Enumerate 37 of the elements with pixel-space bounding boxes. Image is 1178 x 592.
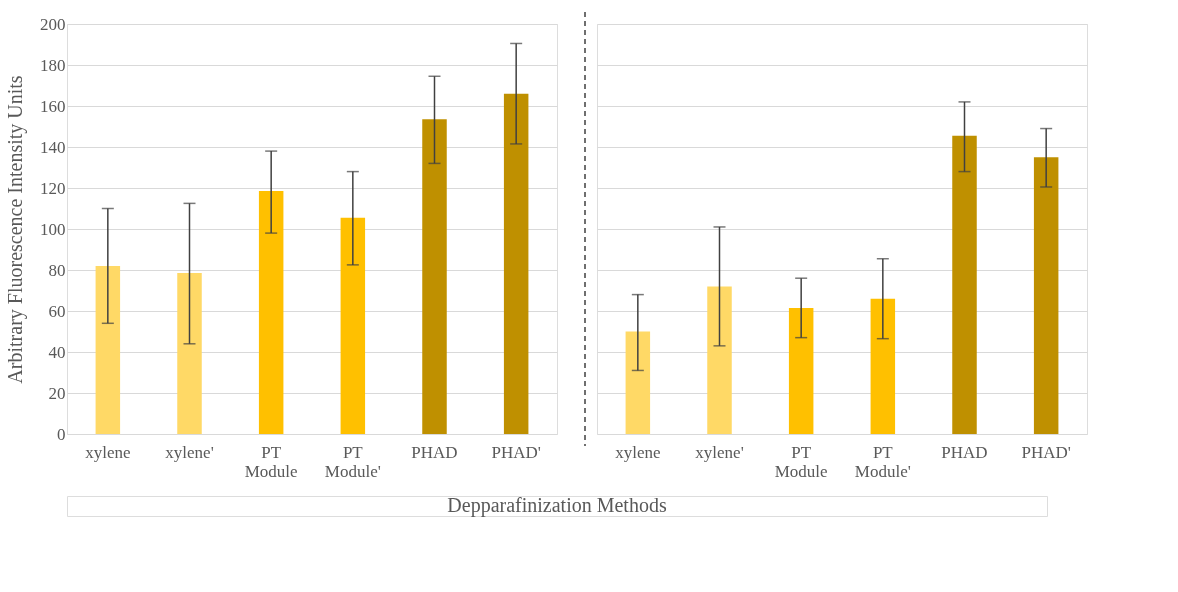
bar (177, 273, 202, 434)
bar (707, 286, 732, 434)
y-tick-label: 80 (48, 260, 66, 280)
y-tick-label: 140 (40, 137, 66, 157)
x-tick-label: xylene' (695, 442, 744, 462)
y-tick-label: 160 (40, 96, 66, 116)
x-tick-label: PHAD (411, 442, 458, 462)
bar (503, 93, 529, 434)
x-tick-label: PHAD' (491, 442, 541, 462)
y-tick-label: 60 (48, 301, 66, 321)
bar (258, 191, 284, 434)
x-axis-title: Depparafinization Methods (447, 494, 667, 517)
bar (788, 307, 814, 434)
x-tick-label: PT Module' (854, 442, 911, 481)
x-tick-label: xylene (85, 442, 131, 462)
bar (952, 135, 977, 434)
x-tick-label: PT Module (774, 442, 828, 481)
y-tick-label: 200 (40, 14, 66, 34)
x-tick-label: xylene (615, 442, 661, 462)
y-tick-label: 40 (48, 342, 66, 362)
bar (340, 217, 366, 434)
bar (422, 119, 447, 434)
bar (95, 265, 121, 434)
y-tick-label: 20 (48, 383, 66, 403)
y-tick-label: 180 (40, 55, 66, 75)
y-tick-label: 0 (57, 424, 66, 444)
x-tick-label: PHAD' (1021, 442, 1071, 462)
y-tick-label: 120 (40, 178, 66, 198)
y-tick-label: 100 (40, 219, 66, 239)
bar (870, 298, 896, 434)
x-tick-label: PHAD (941, 442, 988, 462)
bar (1033, 157, 1059, 434)
x-tick-label: xylene' (165, 442, 214, 462)
x-tick-label: PT Module (244, 442, 298, 481)
y-axis-title: Arbitrary Fluorescence Intensity Units (4, 75, 27, 384)
x-tick-label: PT Module' (324, 442, 381, 481)
bar (625, 331, 651, 434)
